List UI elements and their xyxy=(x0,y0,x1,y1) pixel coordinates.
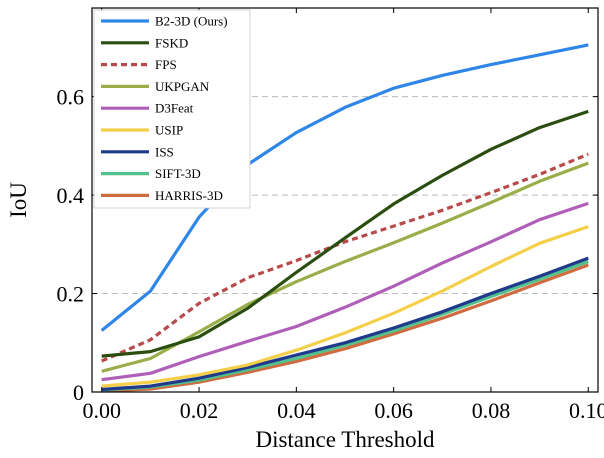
legend-label: UKPGAN xyxy=(155,79,210,94)
x-tick-label: 0.10 xyxy=(569,398,604,423)
x-tick-label: 0.08 xyxy=(472,398,511,423)
series-line-iss xyxy=(101,256,589,392)
series-line-d3feat xyxy=(101,201,589,382)
series-lines xyxy=(100,43,589,393)
y-tick-label: 0.6 xyxy=(57,85,85,110)
y-tick-label: 0 xyxy=(73,380,84,405)
x-axis-label: Distance Threshold xyxy=(255,427,435,452)
legend-label: B2-3D (Ours) xyxy=(155,14,228,29)
y-axis-label: IoU xyxy=(6,182,31,218)
legend-label: FSKD xyxy=(155,35,188,50)
legend-label: FPS xyxy=(155,57,177,72)
series-line-b2-3d-ours xyxy=(100,43,589,332)
legend-label: SIFT-3D xyxy=(155,166,201,181)
legend: B2-3D (Ours) FSKD FPS UKPGAN D3Feat USIP ISS SI… xyxy=(93,9,251,209)
legend-label: D3Feat xyxy=(155,101,194,116)
series-line-fskd xyxy=(101,109,589,358)
series-line-sift-3d xyxy=(101,259,589,392)
series-line-harris-3d xyxy=(101,263,589,393)
legend-label: ISS xyxy=(155,144,174,159)
series-line-fps xyxy=(101,152,589,363)
y-tick-label: 0.2 xyxy=(57,282,85,307)
axis-ticks: 0 0.2 0.4 0.6 0.00 0.02 0.04 0.06 0.08 0.10 xyxy=(57,8,604,423)
y-tick-label: 0.4 xyxy=(57,183,85,208)
x-tick-label: 0.06 xyxy=(374,398,413,423)
x-tick-label: 0.00 xyxy=(82,398,121,423)
x-tick-label: 0.04 xyxy=(277,398,316,423)
series-line-usip xyxy=(101,225,589,388)
plot-frame xyxy=(91,7,599,393)
legend-label: USIP xyxy=(155,123,183,138)
x-tick-label: 0.02 xyxy=(180,398,219,423)
legend-label: HARRIS-3D xyxy=(155,188,223,203)
